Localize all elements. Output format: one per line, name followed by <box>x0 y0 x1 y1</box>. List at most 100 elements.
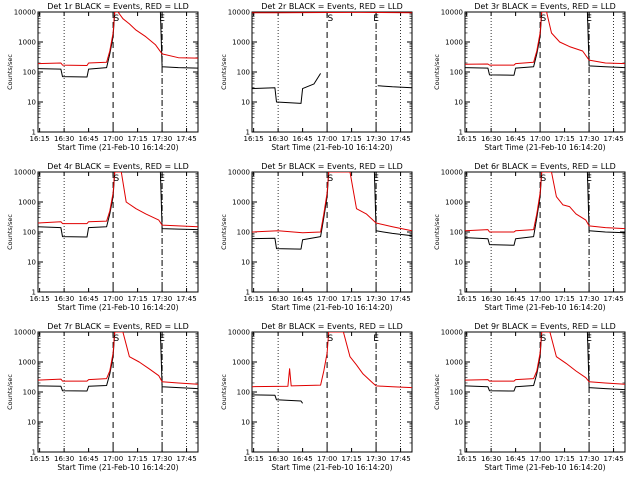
series-group <box>465 172 625 246</box>
events-series-line <box>38 12 116 78</box>
y-tick-label: 1 <box>246 289 250 297</box>
x-tick-label: 17:30 <box>579 295 599 303</box>
y-tick-label: 100 <box>23 69 36 77</box>
marker-label: S <box>114 14 120 24</box>
x-tick-label: 17:15 <box>341 455 361 463</box>
x-tick-label: 17:00 <box>530 135 550 143</box>
series-group <box>465 12 625 76</box>
y-tick-label: 10 <box>454 259 463 267</box>
x-axis-label: Start Time (21-Feb-10 16:14:20) <box>57 303 178 312</box>
x-tick-label: 16:30 <box>481 135 501 143</box>
events-series-line <box>465 12 543 76</box>
chart-title: Det 8r BLACK = Events, RED = LLD <box>261 322 403 331</box>
y-axis-label: Counts/sec <box>6 374 14 410</box>
x-tick-label: 17:00 <box>317 295 337 303</box>
marker-label: E <box>373 334 379 344</box>
series-group <box>38 12 198 78</box>
x-tick-label: 17:45 <box>390 135 410 143</box>
x-tick-label: 16:15 <box>457 135 477 143</box>
chart-panel: Det 1r BLACK = Events, RED = LLD 1 10 100 10… <box>6 2 199 152</box>
chart-title: Det 7r BLACK = Events, RED = LLD <box>47 322 189 331</box>
y-tick-label: 100 <box>450 389 463 397</box>
chart-panel: Det 9r BLACK = Events, RED = LLD 1 10 100 10… <box>433 322 626 472</box>
x-tick-label: 17:15 <box>127 455 147 463</box>
events-series-line <box>252 172 330 250</box>
y-tick-label: 10000 <box>228 169 250 177</box>
x-tick-label: 17:00 <box>103 135 123 143</box>
y-tick-label: 10000 <box>228 9 250 17</box>
lld-series-line <box>38 332 198 385</box>
chart-panel: Det 8r BLACK = Events, RED = LLD 1 10 100 10… <box>220 322 413 472</box>
y-tick-label: 10 <box>241 419 250 427</box>
lld-series-line <box>252 332 412 389</box>
chart-panel: Det 2r BLACK = Events, RED = LLD 1 10 100 10… <box>220 2 413 152</box>
y-tick-label: 100 <box>237 69 250 77</box>
plot-frame <box>464 331 626 453</box>
events-series-line <box>252 394 304 404</box>
x-axis-label: Start Time (21-Feb-10 16:14:20) <box>57 463 178 472</box>
y-tick-label: 1 <box>459 449 463 457</box>
x-tick-label: 16:30 <box>268 295 288 303</box>
x-tick-label: 16:45 <box>293 135 313 143</box>
x-tick-label: 16:15 <box>244 135 264 143</box>
y-axis-label: Counts/sec <box>433 54 441 90</box>
chart-title: Det 3r BLACK = Events, RED = LLD <box>474 2 616 11</box>
y-tick-label: 100 <box>23 389 36 397</box>
marker-label: E <box>586 14 592 24</box>
chart-panel: Det 3r BLACK = Events, RED = LLD 1 10 100 10… <box>433 2 626 152</box>
plot-frame <box>251 331 413 453</box>
x-axis-label: Start Time (21-Feb-10 16:14:20) <box>484 143 605 152</box>
events-series-line <box>159 172 198 231</box>
marker-label: E <box>159 174 165 184</box>
y-tick-label: 100 <box>450 69 463 77</box>
x-tick-label: 16:45 <box>506 455 526 463</box>
y-tick-label: 10000 <box>441 9 463 17</box>
y-tick-label: 1000 <box>232 39 250 47</box>
x-tick-label: 16:30 <box>481 295 501 303</box>
x-tick-label: 16:45 <box>79 135 99 143</box>
chart-panel: Det 5r BLACK = Events, RED = LLD 1 10 100 10… <box>220 162 413 312</box>
x-tick-label: 16:30 <box>268 135 288 143</box>
x-tick-label: 17:15 <box>554 295 574 303</box>
x-tick-label: 16:15 <box>457 455 477 463</box>
y-tick-label: 10000 <box>228 329 250 337</box>
events-series-line <box>586 12 625 69</box>
y-tick-label: 10 <box>27 99 36 107</box>
y-tick-label: 1 <box>459 289 463 297</box>
chart-title: Det 2r BLACK = Events, RED = LLD <box>261 2 403 11</box>
x-tick-label: 16:45 <box>293 295 313 303</box>
y-axis-label: Counts/sec <box>6 54 14 90</box>
chart-title: Det 9r BLACK = Events, RED = LLD <box>474 322 616 331</box>
x-tick-label: 17:00 <box>103 295 123 303</box>
x-tick-label: 17:15 <box>554 135 574 143</box>
events-series-line <box>38 172 116 238</box>
x-axis-label: Start Time (21-Feb-10 16:14:20) <box>484 303 605 312</box>
y-axis-label: Counts/sec <box>220 374 228 410</box>
events-series-line <box>38 332 116 392</box>
events-series-line <box>465 172 543 246</box>
y-tick-label: 10000 <box>441 329 463 337</box>
plot-frame <box>251 171 413 293</box>
chart-title: Det 1r BLACK = Events, RED = LLD <box>47 2 189 11</box>
events-series-line <box>252 73 322 104</box>
x-tick-label: 16:15 <box>30 295 50 303</box>
series-group <box>465 332 625 392</box>
x-tick-label: 17:45 <box>176 295 196 303</box>
plot-frame <box>37 331 199 453</box>
x-tick-label: 17:00 <box>530 455 550 463</box>
chart-title: Det 6r BLACK = Events, RED = LLD <box>474 162 616 171</box>
series-group <box>252 172 412 250</box>
y-axis-label: Counts/sec <box>220 54 228 90</box>
y-tick-label: 100 <box>450 229 463 237</box>
x-tick-label: 17:30 <box>579 135 599 143</box>
events-series-line <box>586 332 625 391</box>
marker-label: E <box>159 14 165 24</box>
y-axis-label: Counts/sec <box>433 214 441 250</box>
x-tick-label: 17:15 <box>341 295 361 303</box>
lld-series-line <box>38 12 198 66</box>
events-series-line <box>586 172 625 234</box>
x-tick-label: 17:30 <box>366 455 386 463</box>
x-axis-label: Start Time (21-Feb-10 16:14:20) <box>271 303 392 312</box>
y-tick-label: 1 <box>246 129 250 137</box>
x-tick-label: 16:15 <box>30 455 50 463</box>
